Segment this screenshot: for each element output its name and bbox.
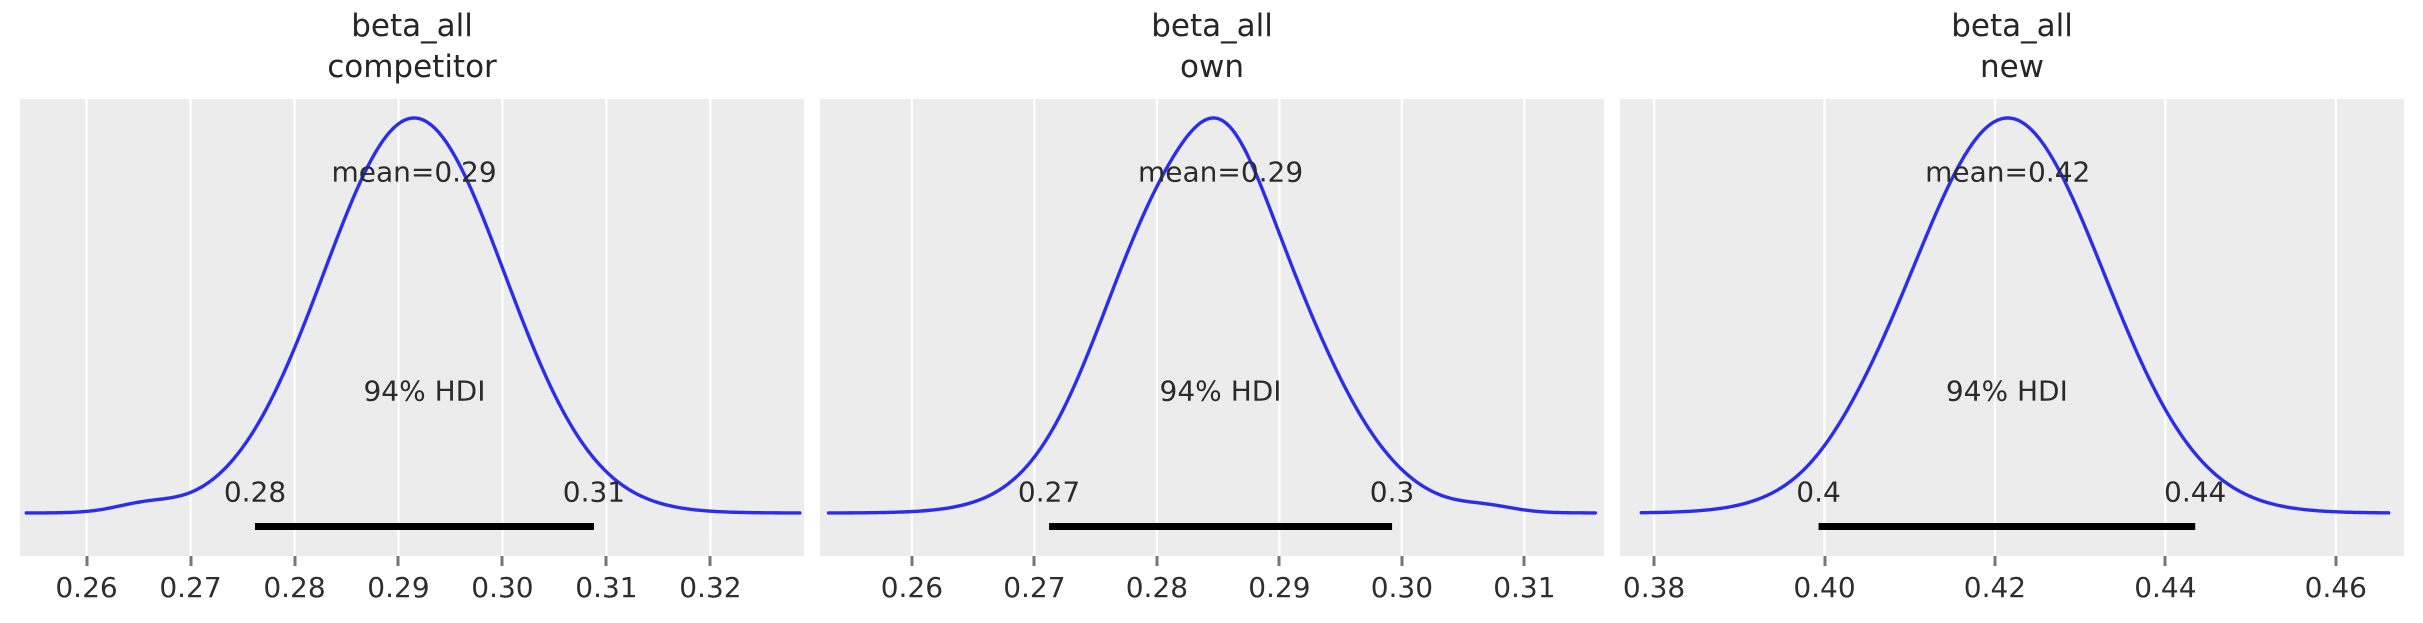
x-tick-mark xyxy=(1652,556,1656,566)
x-tick-label: 0.29 xyxy=(1248,571,1311,604)
x-tick-mark xyxy=(2163,556,2167,566)
kde-plot-canvas xyxy=(826,99,1598,556)
x-tick-label: 0.31 xyxy=(1493,571,1556,604)
x-tick-mark xyxy=(1277,556,1281,566)
subplot-title: beta_all own xyxy=(820,6,1604,88)
x-tick-mark xyxy=(1522,556,1526,566)
x-tick-mark xyxy=(396,556,400,566)
x-tick-mark xyxy=(910,556,914,566)
x-tick-label: 0.40 xyxy=(1793,571,1856,604)
x-tick-label: 0.31 xyxy=(575,571,638,604)
x-tick-mark xyxy=(293,556,296,566)
hdi-low-label: 0.27 xyxy=(1017,475,1081,509)
x-tick-mark xyxy=(1993,556,1997,566)
hdi-high-label: 0.44 xyxy=(2164,475,2227,509)
x-tick-mark xyxy=(604,556,608,566)
title-line-variable: beta_all xyxy=(351,8,473,44)
x-tick-label: 0.26 xyxy=(880,571,944,604)
mean-label: mean=0.42 xyxy=(1925,155,2091,189)
x-axis: 0.26 0.27 0.28 0.29 0.30 0.31 0.32 xyxy=(20,556,804,623)
plot-area: mean=0.29 94% HDI 0.27 0.3 xyxy=(820,99,1604,556)
x-tick-mark xyxy=(1032,556,1036,566)
title-line-variable: beta_all xyxy=(1951,8,2073,44)
x-tick-label: 0.30 xyxy=(471,571,534,604)
x-tick-label: 0.32 xyxy=(679,571,742,604)
x-tick-mark xyxy=(1155,556,1159,566)
kde-plot-canvas xyxy=(1639,99,2391,556)
hdi-high-label: 0.31 xyxy=(562,475,626,509)
title-line-coordinate: competitor xyxy=(327,49,497,85)
x-tick-label: 0.29 xyxy=(367,571,430,604)
kde-curve xyxy=(1639,116,2391,515)
x-tick-mark xyxy=(189,556,193,566)
subplot-beta-all-own: beta_all own mean=0.29 94% HDI 0.27 0.3 … xyxy=(820,0,1604,623)
kde-curve xyxy=(826,116,1598,515)
x-tick-mark xyxy=(708,556,712,566)
x-tick-label: 0.26 xyxy=(55,571,118,604)
x-tick-mark xyxy=(1823,556,1827,566)
subplot-beta-all-new: beta_all new mean=0.42 94% HDI 0.4 0.44 … xyxy=(1620,0,2404,623)
subplot-title: beta_all competitor xyxy=(20,6,804,88)
x-tick-label: 0.27 xyxy=(159,571,222,604)
x-tick-mark xyxy=(85,556,89,566)
subplot-title: beta_all new xyxy=(1620,6,2404,88)
x-tick-label: 0.28 xyxy=(1125,571,1189,604)
title-line-coordinate: new xyxy=(1979,49,2045,85)
kde-plot-canvas xyxy=(24,99,802,556)
x-tick-label: 0.28 xyxy=(263,571,326,604)
x-tick-label: 0.38 xyxy=(1622,571,1686,604)
hdi-low-label: 0.28 xyxy=(223,475,287,509)
hdi-interval-label: 94% HDI xyxy=(363,374,486,408)
hdi-interval-label: 94% HDI xyxy=(1159,374,1282,408)
plot-area: mean=0.42 94% HDI 0.4 0.44 xyxy=(1620,99,2404,556)
x-tick-label: 0.42 xyxy=(1963,571,2027,604)
x-tick-label: 0.46 xyxy=(2304,571,2367,604)
title-line-coordinate: own xyxy=(1180,49,1244,85)
mean-label: mean=0.29 xyxy=(1137,155,1304,189)
title-line-variable: beta_all xyxy=(1151,8,1273,44)
plot-area: mean=0.29 94% HDI 0.28 0.31 xyxy=(20,99,804,556)
x-tick-label: 0.30 xyxy=(1370,571,1434,604)
subplot-beta-all-competitor: beta_all competitor mean=0.29 94% HDI 0.… xyxy=(20,0,804,623)
hdi-high-label: 0.3 xyxy=(1369,475,1415,509)
x-axis: 0.26 0.27 0.28 0.29 0.30 0.31 xyxy=(820,556,1604,623)
x-tick-mark xyxy=(500,556,504,566)
hdi-low-label: 0.4 xyxy=(1796,475,1841,509)
hdi-interval-label: 94% HDI xyxy=(1945,374,2068,408)
x-tick-mark xyxy=(2334,556,2338,566)
x-tick-label: 0.44 xyxy=(2134,571,2197,604)
x-axis: 0.38 0.40 0.42 0.44 0.46 xyxy=(1620,556,2404,623)
x-tick-mark xyxy=(1400,556,1404,566)
mean-label: mean=0.29 xyxy=(331,155,497,189)
kde-curve xyxy=(24,116,802,515)
x-tick-label: 0.27 xyxy=(1003,571,1066,604)
